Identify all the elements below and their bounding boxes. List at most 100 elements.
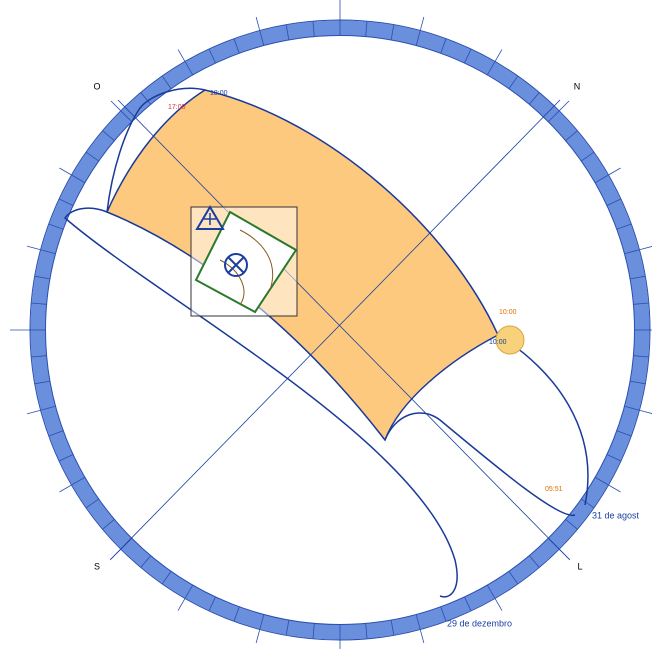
ring-divider bbox=[40, 405, 56, 411]
ring-divider bbox=[233, 606, 240, 622]
ring-divider bbox=[58, 198, 74, 206]
outer-tick bbox=[558, 100, 570, 112]
outer-tick bbox=[59, 484, 72, 493]
outer-tick bbox=[59, 167, 72, 176]
ring-divider bbox=[140, 92, 152, 105]
sun bbox=[495, 325, 525, 355]
ring-divider bbox=[594, 174, 609, 184]
ring-divider bbox=[616, 430, 632, 437]
site-plan bbox=[190, 205, 298, 317]
ring-divider bbox=[528, 92, 540, 105]
outer-tick bbox=[255, 16, 261, 31]
outer-tick bbox=[419, 16, 425, 31]
ring-segments bbox=[30, 20, 650, 640]
ring-divider bbox=[528, 555, 540, 568]
ring-divider bbox=[624, 249, 640, 255]
ring-divider bbox=[184, 61, 194, 76]
ring-divider bbox=[233, 38, 240, 54]
outer-tick bbox=[110, 100, 122, 112]
ring-divider bbox=[464, 48, 472, 64]
ring-divider bbox=[606, 198, 622, 206]
outer-tick bbox=[608, 167, 621, 176]
ring-divider bbox=[58, 454, 74, 462]
direction-label: O bbox=[93, 81, 100, 91]
ring-divider bbox=[547, 110, 560, 123]
ring-divider bbox=[102, 130, 115, 142]
time-label: 05:51 bbox=[545, 486, 563, 493]
ring-divider bbox=[102, 518, 115, 530]
ring-divider bbox=[259, 30, 265, 46]
ring-divider bbox=[85, 498, 99, 509]
ring-divider bbox=[464, 596, 472, 612]
outer-tick bbox=[255, 629, 261, 644]
direction-label: N bbox=[574, 81, 581, 91]
ring-divider bbox=[565, 518, 578, 530]
outer-ticks bbox=[10, 0, 652, 649]
ring-divider bbox=[208, 48, 216, 64]
ring-divider bbox=[486, 584, 496, 599]
ring-divider bbox=[365, 21, 368, 37]
ring-divider bbox=[48, 430, 64, 437]
ring-divider bbox=[616, 223, 632, 230]
ring-divider bbox=[415, 614, 421, 630]
ring-divider bbox=[48, 223, 64, 230]
ring-divider bbox=[184, 584, 194, 599]
ring-divider bbox=[440, 38, 447, 54]
ring-divider bbox=[594, 476, 609, 486]
time-label: 17:00 bbox=[168, 104, 186, 111]
ring-divider bbox=[40, 249, 56, 255]
ring-divider bbox=[259, 614, 265, 630]
sun-band bbox=[106, 89, 499, 442]
date-label: 29 de dezembro bbox=[447, 618, 512, 628]
outer-tick bbox=[639, 245, 652, 251]
ring-divider bbox=[31, 302, 47, 305]
ring-divider bbox=[34, 275, 51, 280]
ring-divider bbox=[85, 151, 99, 162]
ring-divider bbox=[140, 555, 152, 568]
outer-tick bbox=[494, 49, 503, 62]
ring-divider bbox=[208, 596, 216, 612]
ring-divider bbox=[161, 571, 172, 585]
ring-divider bbox=[633, 302, 649, 305]
ring-divider bbox=[390, 619, 395, 636]
axes bbox=[109, 99, 571, 561]
ring-divider bbox=[285, 619, 290, 636]
ring-divider bbox=[120, 110, 133, 123]
outer-tick bbox=[494, 598, 503, 611]
time-label: 10:00 bbox=[499, 309, 517, 316]
outer-tick bbox=[419, 629, 425, 644]
ring-divider bbox=[565, 130, 578, 142]
ring-divider bbox=[624, 405, 640, 411]
outer-tick bbox=[26, 245, 41, 251]
ring-divider bbox=[34, 380, 51, 385]
ring-divider bbox=[629, 380, 646, 385]
ring-divider bbox=[415, 30, 421, 46]
time-label: 18:00 bbox=[210, 90, 228, 97]
ring-divider bbox=[633, 355, 649, 358]
outer-tick bbox=[177, 598, 186, 611]
ring-divider bbox=[606, 454, 622, 462]
ring-divider bbox=[31, 355, 47, 358]
ring-divider bbox=[508, 571, 519, 585]
ring-divider bbox=[312, 21, 315, 37]
ring-divider bbox=[629, 275, 646, 280]
direction-label: L bbox=[577, 561, 582, 571]
outer-tick bbox=[26, 409, 41, 415]
ring-divider bbox=[365, 623, 368, 639]
ring-divider bbox=[486, 61, 496, 76]
ring-divider bbox=[312, 623, 315, 639]
ring-divider bbox=[440, 606, 447, 622]
ring-divider bbox=[581, 151, 595, 162]
ring-divider bbox=[390, 24, 395, 41]
ring-divider bbox=[508, 75, 519, 89]
outer-tick bbox=[177, 49, 186, 62]
ring-divider bbox=[581, 498, 595, 509]
outer-tick bbox=[639, 409, 652, 415]
outer-tick bbox=[608, 484, 621, 493]
time-label: 10:00 bbox=[489, 339, 507, 346]
ring-divider bbox=[71, 476, 86, 486]
date-label: 31 de agost bbox=[592, 510, 640, 520]
ring-divider bbox=[71, 174, 86, 184]
direction-label: S bbox=[94, 561, 100, 571]
